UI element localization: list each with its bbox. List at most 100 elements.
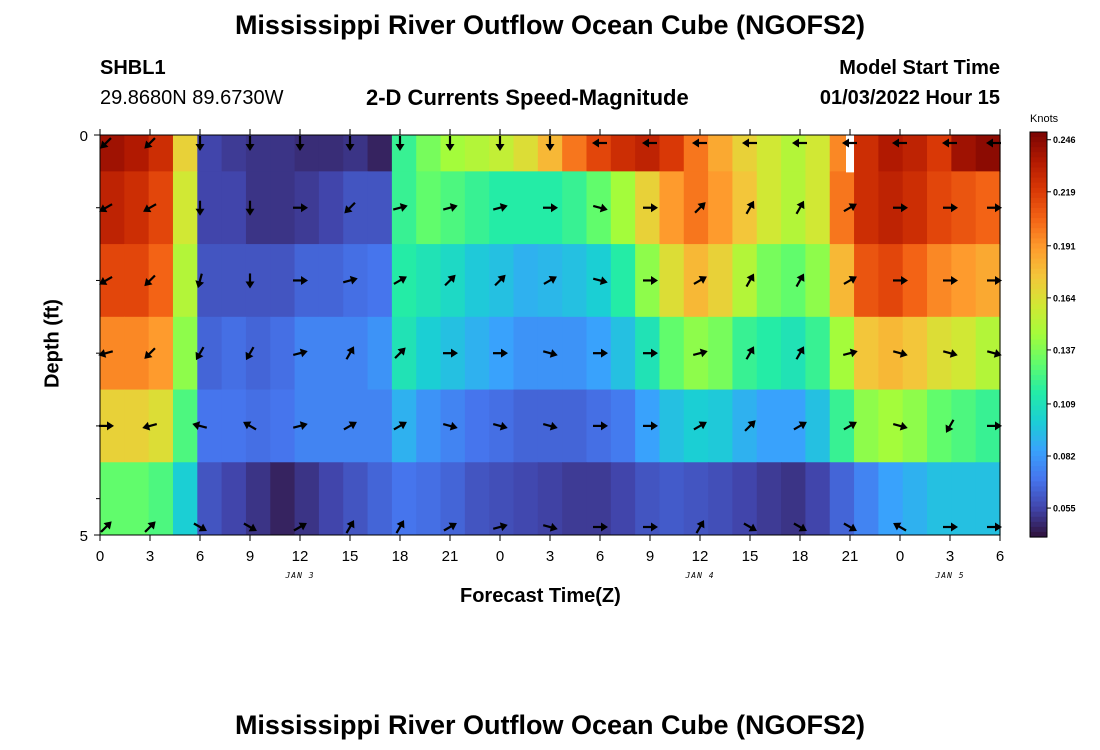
colorbar-segment bbox=[1030, 228, 1047, 234]
heatmap-cell bbox=[124, 244, 150, 318]
colorbar-segment bbox=[1030, 364, 1047, 371]
current-arrow bbox=[987, 522, 1002, 532]
colorbar-segment bbox=[1030, 359, 1047, 366]
current-arrow bbox=[243, 421, 257, 431]
colorbar-segment bbox=[1030, 253, 1047, 260]
heatmap-cell bbox=[172, 316, 198, 391]
heatmap-cell bbox=[416, 244, 442, 318]
current-arrow bbox=[643, 275, 658, 285]
current-arrow bbox=[245, 273, 255, 289]
current-direction-arrows bbox=[98, 136, 1002, 534]
heatmap-cell bbox=[659, 462, 685, 536]
heatmap-cell bbox=[513, 244, 539, 318]
heatmap-cell bbox=[172, 135, 198, 172]
current-arrow bbox=[843, 203, 857, 213]
current-arrow bbox=[987, 203, 1002, 213]
colorbar-segment bbox=[1030, 450, 1047, 457]
colorbar-segment bbox=[1030, 202, 1047, 209]
current-arrow bbox=[593, 522, 608, 532]
current-arrow bbox=[843, 276, 857, 285]
current-arrow bbox=[144, 137, 156, 149]
colorbar-segment bbox=[1030, 420, 1047, 427]
current-arrow bbox=[943, 203, 958, 213]
current-arrow bbox=[245, 200, 255, 216]
current-arrow bbox=[99, 276, 113, 285]
colorbar-segment bbox=[1030, 218, 1047, 224]
heatmap-cell bbox=[221, 171, 247, 245]
colorbar-segment bbox=[1030, 440, 1047, 447]
x-axis-label: Forecast Time(Z) bbox=[460, 585, 621, 607]
station-id: SHBL1 bbox=[100, 57, 166, 79]
heatmap-cell bbox=[464, 171, 490, 245]
heatmap-cell bbox=[245, 462, 271, 536]
colorbar-tick-label: 0.082 bbox=[1053, 452, 1076, 462]
heatmap-cell bbox=[318, 171, 344, 245]
current-arrow bbox=[100, 521, 112, 533]
heatmap-cell bbox=[562, 389, 588, 463]
current-arrow bbox=[243, 522, 257, 532]
colorbar-segment bbox=[1030, 263, 1047, 270]
current-arrow bbox=[593, 421, 608, 431]
current-arrow bbox=[693, 421, 707, 431]
y-axis-ticks: 05 bbox=[80, 128, 100, 545]
current-arrow bbox=[493, 348, 508, 358]
current-arrow bbox=[892, 138, 907, 148]
heatmap-cell bbox=[562, 316, 588, 391]
heatmap-cell bbox=[367, 316, 393, 391]
colorbar-segment bbox=[1030, 319, 1047, 325]
colorbar-segment bbox=[1030, 461, 1047, 467]
colorbar-segment bbox=[1030, 354, 1047, 361]
colorbar-tick-label: 0.055 bbox=[1053, 504, 1076, 514]
colorbar-segment bbox=[1030, 162, 1047, 169]
colorbar-segment bbox=[1030, 456, 1047, 462]
colorbar-tick-label: 0.109 bbox=[1053, 399, 1076, 409]
current-arrow bbox=[99, 421, 114, 431]
heatmap-cell bbox=[513, 316, 539, 391]
colorbar-segment bbox=[1030, 238, 1047, 244]
colorbar-segment bbox=[1030, 177, 1047, 184]
colorbar-tick-label: 0.137 bbox=[1053, 345, 1076, 355]
heatmap-cell bbox=[343, 316, 369, 391]
colorbar-segment bbox=[1030, 344, 1047, 351]
heatmap-cell bbox=[756, 135, 782, 172]
heatmap-cell bbox=[318, 244, 344, 318]
heatmap-cell bbox=[270, 462, 296, 536]
current-arrow bbox=[745, 273, 755, 288]
heatmap-cell bbox=[416, 389, 442, 463]
heatmap-cell bbox=[318, 316, 344, 391]
chart-title: Mississippi River Outflow Ocean Cube (NG… bbox=[234, 10, 866, 40]
heatmap-cell bbox=[659, 316, 685, 391]
colorbar-segment bbox=[1030, 192, 1047, 199]
heatmap-cell bbox=[708, 135, 734, 172]
current-arrow bbox=[643, 522, 658, 532]
heatmap-cell bbox=[562, 244, 588, 318]
current-arrow bbox=[842, 348, 858, 358]
current-arrow bbox=[643, 348, 658, 358]
heatmap-cell bbox=[513, 462, 539, 536]
heatmap-cell bbox=[781, 316, 806, 391]
colorbar-segment bbox=[1030, 511, 1047, 518]
heatmap-cell bbox=[951, 389, 977, 463]
colorbar-tick-label: 0.191 bbox=[1053, 241, 1076, 251]
current-arrow bbox=[292, 421, 308, 430]
current-arrow bbox=[643, 421, 658, 431]
current-arrow bbox=[592, 203, 608, 213]
x-axis-ticks: 0 3 6 9 12 15 18 21 0 3 6 9 12 15 18 21 0 3 6 JAN 3 JAN 4 JAN… bbox=[96, 129, 1004, 580]
current-arrow bbox=[394, 347, 406, 359]
heatmap-cell bbox=[902, 135, 928, 172]
current-arrow bbox=[892, 349, 908, 358]
current-arrow bbox=[692, 138, 707, 148]
colorbar-tick-label: 0.219 bbox=[1053, 187, 1076, 197]
colorbar: 0.246 0.219 0.191 0.164 0.137 0.109 0.082 0.055 bbox=[1029, 131, 1076, 538]
colorbar-segment bbox=[1030, 466, 1047, 472]
x-tick-label: 6 bbox=[596, 548, 604, 565]
heatmap-cell bbox=[416, 316, 442, 391]
heatmap-cells bbox=[100, 135, 1001, 536]
x-tick-label: 12 bbox=[292, 548, 309, 565]
heatmap-cell bbox=[683, 171, 709, 245]
colorbar-segment bbox=[1030, 142, 1047, 148]
colorbar-border bbox=[1029, 131, 1048, 538]
colorbar-segment bbox=[1030, 531, 1047, 538]
date-label: JAN 3 bbox=[284, 571, 314, 580]
colorbar-segment bbox=[1030, 415, 1047, 422]
